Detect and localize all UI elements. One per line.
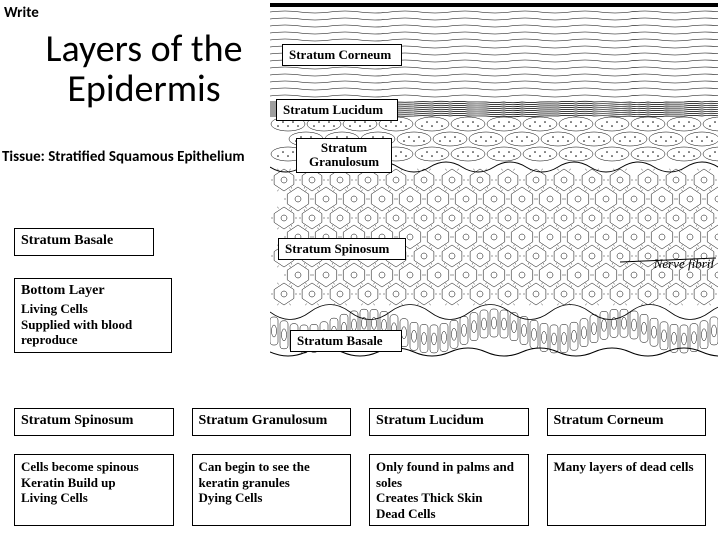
box-line: Keratin Build up	[21, 475, 167, 491]
bottom-row: Stratum Spinosum Cells become spinousKera…	[14, 408, 706, 526]
box-title: Stratum Lucidum	[376, 413, 522, 429]
box-line: Living Cells	[21, 301, 165, 317]
bottom-title-box-3: Stratum Corneum	[547, 408, 707, 436]
tissue-subtitle: Tissue: Stratified Squamous Epithelium	[2, 148, 245, 166]
box-line: Supplied with blood	[21, 317, 165, 333]
layer-label-corneum: Stratum Corneum	[282, 44, 402, 66]
bottom-body-box-2: Only found in palms andsolesCreates Thic…	[369, 454, 529, 526]
bottom-body-box-1: Can begin to see thekeratin granulesDyin…	[192, 454, 352, 526]
bottom-col-0: Stratum Spinosum Cells become spinousKera…	[14, 408, 174, 526]
box-line: Many layers of dead cells	[554, 459, 700, 475]
bottom-body-box-3: Many layers of dead cells	[547, 454, 707, 526]
box-line: Cells become spinous	[21, 459, 167, 475]
bottom-col-2: Stratum Lucidum Only found in palms andso…	[369, 408, 529, 526]
layer-label-spinosum: Stratum Spinosum	[278, 238, 406, 260]
bottom-col-1: Stratum Granulosum Can begin to see theke…	[192, 408, 352, 526]
box-title: Stratum Basale	[21, 233, 147, 249]
bottom-col-3: Stratum Corneum Many layers of dead cells	[547, 408, 707, 526]
write-label: Write	[4, 4, 39, 22]
box-line: reproduce	[21, 332, 165, 348]
nerve-fibril-label: Nerve fibril	[654, 256, 714, 272]
bottom-title-box-0: Stratum Spinosum	[14, 408, 174, 436]
box-line: Dead Cells	[376, 506, 522, 522]
box-line: Creates Thick Skin	[376, 490, 522, 506]
box-line: Dying Cells	[199, 490, 345, 506]
box-line: Only found in palms and	[376, 459, 522, 475]
bottom-title-box-2: Stratum Lucidum	[369, 408, 529, 436]
page-title: Layers of the Epidermis	[14, 30, 274, 110]
box-title: Bottom Layer	[21, 283, 165, 299]
box-title: Stratum Spinosum	[21, 413, 167, 429]
bottom-body-box-0: Cells become spinousKeratin Build upLivi…	[14, 454, 174, 526]
box-line: Living Cells	[21, 490, 167, 506]
left-box-1: Bottom Layer Living CellsSupplied with bl…	[14, 278, 172, 353]
box-line: soles	[376, 475, 522, 491]
bottom-title-box-1: Stratum Granulosum	[192, 408, 352, 436]
layer-label-basale: Stratum Basale	[290, 330, 402, 352]
box-line: Can begin to see the	[199, 459, 345, 475]
box-line: keratin granules	[199, 475, 345, 491]
box-title: Stratum Granulosum	[199, 413, 345, 429]
layer-label-lucidum: Stratum Lucidum	[276, 99, 398, 121]
layer-label-granulosum: StratumGranulosum	[296, 138, 392, 173]
box-title: Stratum Corneum	[554, 413, 700, 429]
left-box-0: Stratum Basale	[14, 228, 154, 256]
